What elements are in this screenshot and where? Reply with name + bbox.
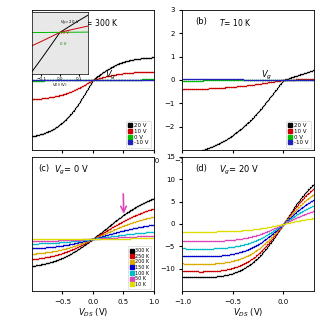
Text: $T$= 300 K: $T$= 300 K xyxy=(81,17,118,28)
X-axis label: $V_{DS}$ (V): $V_{DS}$ (V) xyxy=(77,306,108,319)
Text: (a): (a) xyxy=(66,17,78,26)
Text: $V_g$: $V_g$ xyxy=(105,68,116,82)
Legend: 20 V, 10 V, 0 V, -10 V: 20 V, 10 V, 0 V, -10 V xyxy=(286,121,311,148)
Text: (b): (b) xyxy=(196,17,207,26)
Text: (d): (d) xyxy=(196,164,207,172)
X-axis label: $V_{DS}$ (V): $V_{DS}$ (V) xyxy=(233,306,263,319)
Text: (c): (c) xyxy=(38,164,49,172)
Text: $T$= 10 K: $T$= 10 K xyxy=(219,17,252,28)
Legend: 20 V, 10 V, 0 V, -10 V: 20 V, 10 V, 0 V, -10 V xyxy=(126,121,151,148)
Text: $V_g$= 0 V: $V_g$= 0 V xyxy=(54,164,89,177)
Text: $V_g$: $V_g$ xyxy=(261,68,272,82)
Legend: 300 K, 250 K, 200 K, 150 K, 100 K, 50 K, 10 K: 300 K, 250 K, 200 K, 150 K, 100 K, 50 K,… xyxy=(128,246,151,289)
Text: $V_g$= 20 V: $V_g$= 20 V xyxy=(219,164,260,177)
